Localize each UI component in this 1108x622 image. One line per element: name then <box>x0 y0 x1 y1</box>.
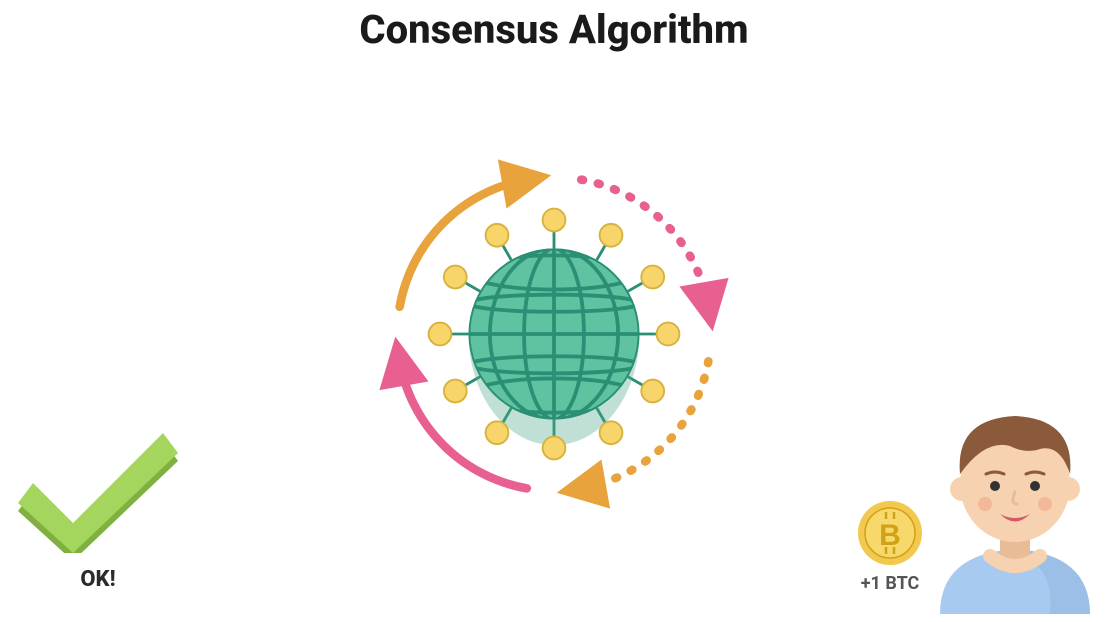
person-avatar-icon <box>930 404 1100 614</box>
user-reward-group: B +1 BTC <box>856 404 1100 614</box>
bitcoin-coin-icon: B <box>856 499 924 567</box>
ok-label: OK! <box>18 567 178 592</box>
network-globe-diagram <box>364 144 744 528</box>
page-title: Consensus Algorithm <box>0 6 1108 53</box>
reward-amount-label: +1 BTC <box>861 573 920 594</box>
validation-checkmark: OK! <box>18 413 178 592</box>
checkmark-icon <box>18 413 178 553</box>
svg-text:B: B <box>879 519 901 552</box>
globe-icon <box>364 144 744 524</box>
reward-coin-column: B +1 BTC <box>856 499 924 594</box>
